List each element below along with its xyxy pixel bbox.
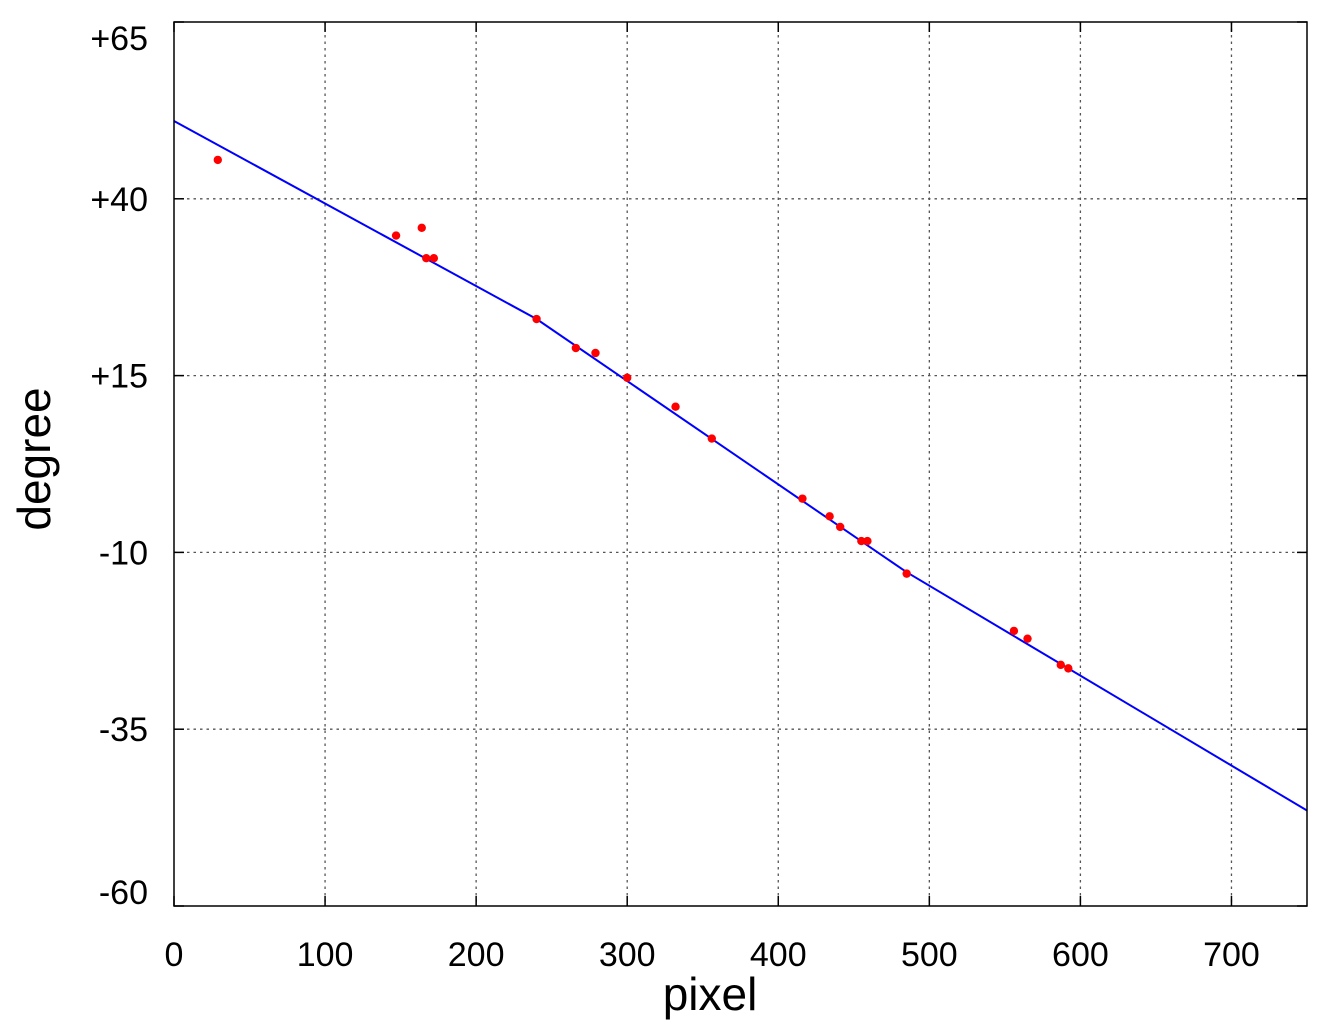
y-tick-label: -10 bbox=[99, 534, 148, 572]
data-point bbox=[1064, 664, 1073, 673]
plot-series bbox=[173, 120, 1308, 812]
data-point bbox=[857, 536, 866, 546]
data-point bbox=[825, 512, 834, 521]
data-point bbox=[902, 569, 911, 578]
grid-lines bbox=[174, 22, 1307, 906]
x-tick-label: 700 bbox=[1203, 936, 1260, 974]
x-tick-labels: 0 100 200 300 400 500 600 700 bbox=[165, 936, 1260, 974]
tick-marks bbox=[173, 21, 1307, 907]
y-tick-label: +65 bbox=[90, 20, 148, 58]
fit-line bbox=[173, 120, 1308, 812]
data-point bbox=[863, 536, 872, 546]
data-point bbox=[671, 402, 680, 411]
x-tick-label: 100 bbox=[297, 936, 354, 974]
data-point bbox=[391, 231, 401, 240]
data-point bbox=[571, 343, 581, 353]
data-point bbox=[422, 254, 431, 263]
data-point bbox=[798, 494, 807, 503]
data-point bbox=[623, 373, 632, 382]
x-axis-title: pixel bbox=[663, 968, 758, 1020]
x-tick-label: 400 bbox=[750, 936, 807, 974]
y-tick-labels: +65 +40 +15 -10 -35 -60 bbox=[90, 20, 148, 912]
data-point bbox=[417, 223, 426, 232]
y-tick-label: +15 bbox=[90, 358, 148, 396]
data-point bbox=[213, 155, 223, 165]
x-tick-label: 0 bbox=[165, 936, 184, 974]
data-point bbox=[532, 314, 541, 324]
data-point bbox=[1056, 660, 1065, 670]
y-tick-label: +40 bbox=[90, 181, 148, 219]
x-tick-label: 200 bbox=[448, 936, 505, 974]
data-point bbox=[1009, 626, 1019, 636]
data-point bbox=[429, 254, 439, 263]
y-axis-title: degree bbox=[8, 387, 60, 530]
data-point bbox=[836, 522, 845, 532]
x-tick-label: 600 bbox=[1052, 936, 1109, 974]
data-point bbox=[707, 434, 716, 443]
x-tick-label: 500 bbox=[901, 936, 958, 974]
data-point bbox=[591, 348, 600, 358]
plot-frame bbox=[173, 21, 1308, 907]
x-tick-label: 300 bbox=[599, 936, 656, 974]
data-point bbox=[1023, 634, 1032, 643]
y-tick-label: -60 bbox=[99, 874, 148, 912]
y-tick-label: -35 bbox=[99, 711, 148, 749]
